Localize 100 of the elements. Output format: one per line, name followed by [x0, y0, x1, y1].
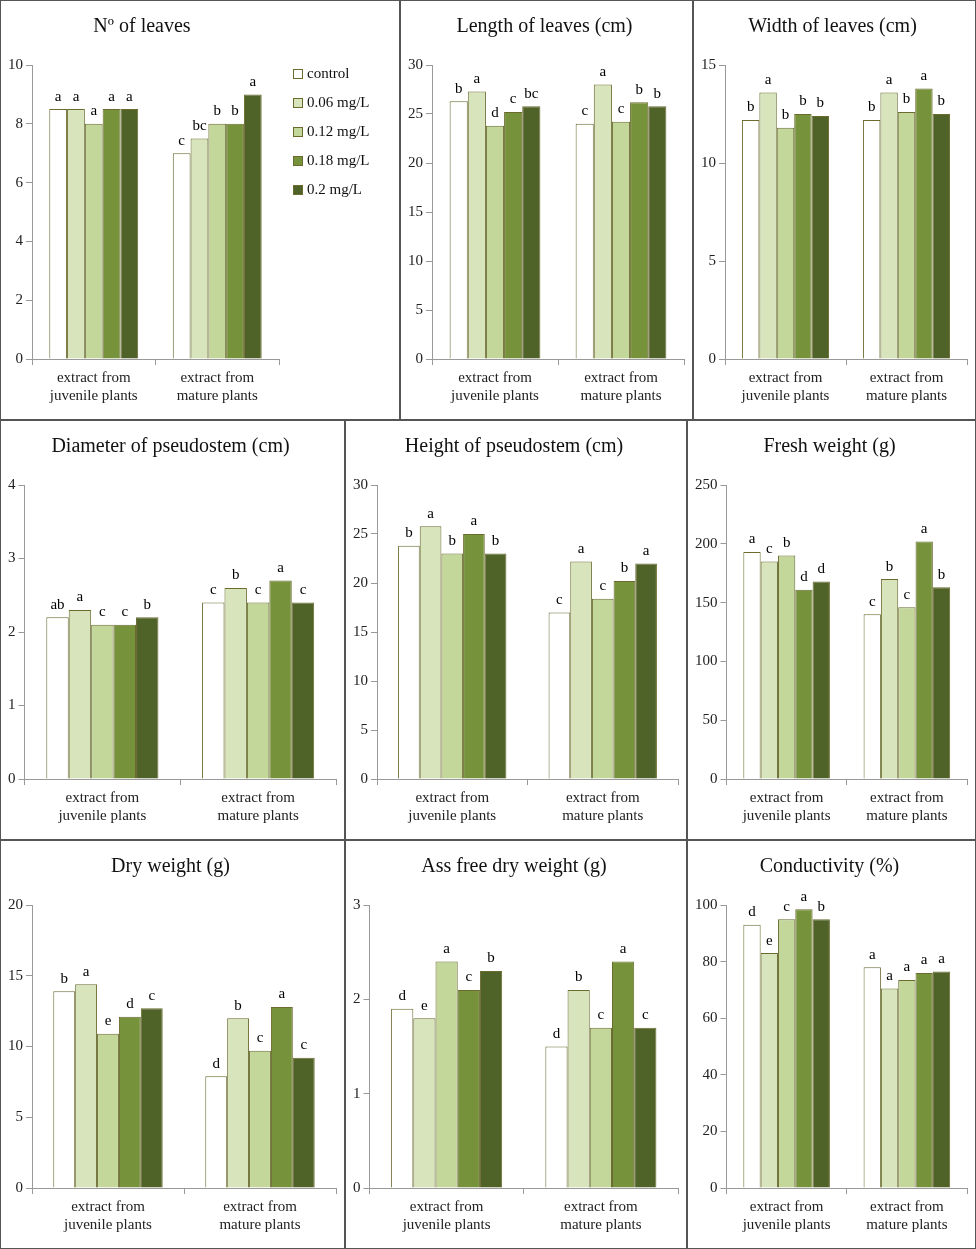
data-label: c — [556, 590, 564, 607]
data-label: c — [599, 577, 607, 594]
data-label: c — [783, 897, 791, 914]
data-label: a — [443, 940, 451, 957]
x-tick-label: extract from mature plants — [580, 368, 662, 403]
y-tick-label: 10 — [8, 55, 23, 72]
data-label: a — [577, 539, 585, 556]
data-label: a — [920, 519, 928, 536]
y-tick-label: 50 — [702, 711, 718, 728]
y-tick-label: 150 — [695, 593, 718, 610]
data-label: c — [903, 585, 911, 602]
data-label: a — [473, 69, 481, 86]
data-label: e — [765, 931, 773, 948]
data-label: a — [278, 985, 286, 1002]
data-label: a — [886, 966, 894, 983]
data-label: c — [868, 592, 876, 609]
y-tick-label: 15 — [8, 966, 23, 983]
data-label: e — [104, 1012, 112, 1029]
y-tick-label: 1 — [353, 1084, 361, 1101]
data-label: b — [816, 94, 825, 111]
x-tick-label: extract from mature plants — [219, 1197, 301, 1232]
data-label: b — [885, 557, 894, 574]
data-label: a — [108, 87, 116, 104]
data-label: a — [277, 558, 285, 575]
y-tick-label: 0 — [708, 349, 716, 366]
y-tick-label: 15 — [353, 622, 368, 639]
data-label: b — [937, 92, 946, 109]
y-tick-label: 25 — [353, 524, 368, 541]
data-label: d — [398, 987, 407, 1004]
x-tick-label: extract from juvenile plants — [741, 1197, 831, 1232]
y-tick-label: 40 — [702, 1065, 718, 1082]
data-label: a — [800, 887, 808, 904]
y-tick-label: 0 — [8, 769, 16, 786]
data-label: a — [764, 70, 772, 87]
data-label: a — [82, 962, 90, 979]
data-label: a — [868, 945, 876, 962]
data-label: c — [597, 1006, 605, 1023]
y-tick-label: 4 — [8, 475, 16, 492]
data-label: b — [937, 565, 946, 582]
data-label: c — [617, 100, 625, 117]
data-label: a — [125, 87, 133, 104]
y-tick-label: 0 — [415, 349, 423, 366]
x-tick-label: extract from juvenile plants — [741, 788, 831, 823]
chart-title: Height of pseudostem (cm) — [404, 434, 624, 458]
data-label: b — [781, 106, 790, 123]
legend-label: control — [307, 65, 350, 82]
chart-title: Nº of leaves — [93, 14, 191, 37]
data-label: b — [448, 532, 456, 549]
data-label: d — [212, 1054, 221, 1071]
chart-title: Dry weight (g) — [111, 854, 230, 878]
data-label: a — [619, 940, 627, 957]
x-tick-label: extract from juvenile plants — [401, 1197, 491, 1232]
data-label: b — [231, 102, 239, 119]
y-tick-label: 10 — [701, 153, 716, 170]
data-label: c — [581, 102, 589, 119]
y-tick-label: 8 — [15, 114, 23, 131]
y-tick-label: 10 — [408, 251, 423, 268]
y-tick-label: 20 — [408, 153, 423, 170]
data-label: bc — [524, 84, 539, 101]
data-label: c — [299, 581, 307, 598]
data-label: b — [487, 949, 495, 966]
x-tick-label: extract from juvenile plants — [63, 1197, 153, 1232]
y-tick-label: 200 — [695, 534, 718, 551]
data-label: e — [421, 996, 429, 1013]
data-label: a — [427, 504, 435, 521]
data-label: b — [799, 92, 807, 109]
data-label: b — [454, 79, 463, 96]
x-tick-label: extract from juvenile plants — [57, 788, 147, 823]
data-label: b — [746, 98, 755, 115]
x-tick-label: extract from juvenile plants — [740, 368, 830, 403]
data-label: a — [54, 87, 62, 104]
y-tick-label: 6 — [15, 173, 24, 190]
data-label: d — [800, 568, 809, 585]
x-tick-label: extract from mature plants — [866, 788, 948, 823]
data-label: d — [552, 1024, 561, 1041]
y-tick-label: 0 — [353, 1178, 361, 1195]
data-label: d — [491, 104, 500, 121]
y-tick-label: 0 — [710, 769, 718, 786]
data-label: a — [599, 63, 607, 80]
data-label: a — [470, 512, 478, 529]
data-label: b — [817, 897, 826, 914]
data-label: b — [405, 524, 413, 541]
y-tick-label: 30 — [408, 55, 423, 72]
data-label: b — [231, 566, 240, 583]
data-label: b — [574, 968, 583, 985]
y-tick-label: 15 — [408, 202, 423, 219]
data-label: a — [885, 70, 893, 87]
y-tick-label: 3 — [353, 895, 361, 912]
y-tick-label: 2 — [15, 291, 23, 308]
y-tick-label: 4 — [15, 232, 24, 249]
data-label: a — [249, 72, 257, 89]
data-label: c — [465, 968, 473, 985]
data-label: c — [300, 1036, 308, 1053]
chart-title: Width of leaves (cm) — [748, 14, 917, 38]
data-label: b — [491, 532, 500, 549]
chart-title: Conductivity (%) — [759, 854, 900, 878]
data-label: d — [748, 903, 757, 920]
x-tick-label: extract from mature plants — [560, 1197, 642, 1232]
data-label: b — [213, 102, 221, 119]
y-tick-label: 80 — [702, 952, 718, 969]
